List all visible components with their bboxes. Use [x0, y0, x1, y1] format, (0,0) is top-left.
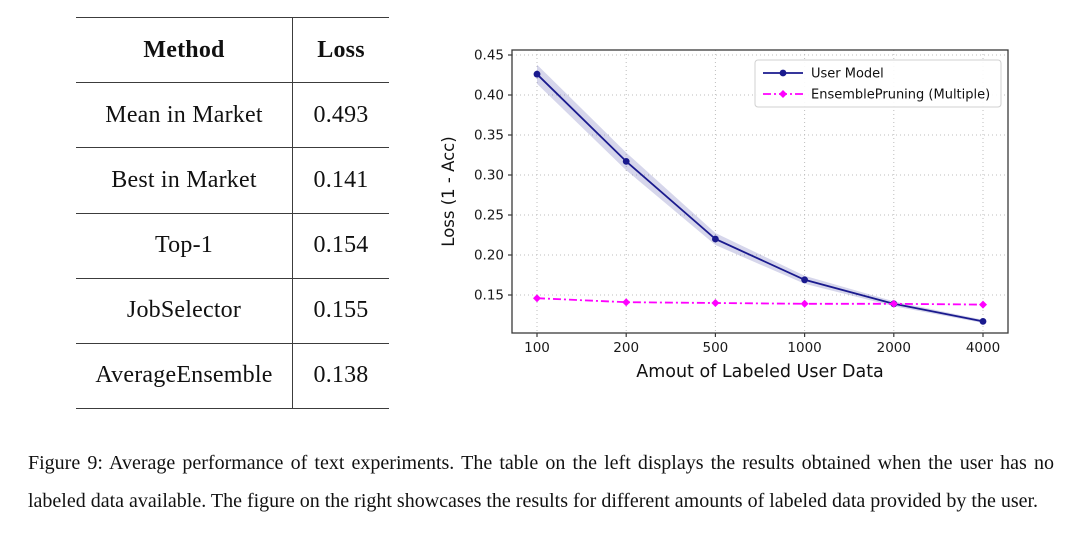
y-tick-label: 0.20 [474, 248, 504, 264]
data-point [801, 276, 808, 284]
y-axis-label: Loss (1 - Acc) [440, 136, 458, 246]
data-point [711, 299, 720, 307]
plot-frame [511, 49, 1009, 334]
series-line-circle [536, 73, 984, 323]
data-point [533, 70, 541, 78]
legend-marker [779, 69, 787, 77]
method-cell: AverageEnsemble [76, 343, 293, 409]
loss-cell: 0.141 [313, 166, 369, 193]
table-row: Top-1 0.154 [76, 213, 389, 279]
legend-label: EnsemblePruning (Multiple) [811, 88, 990, 103]
loss-cell: 0.155 [313, 297, 369, 324]
data-point [712, 235, 719, 243]
table-row: AverageEnsemble 0.138 [76, 343, 389, 409]
results-chart: 100 200 500 1000 2000 4000 0.15 0.20 0.25 0.30 0.3… [439, 48, 1009, 382]
legend-box [754, 59, 1002, 108]
data-point [889, 299, 898, 308]
y-tick-label: 0.40 [474, 88, 504, 104]
results-chart-container: 100 200 500 1000 2000 4000 0.15 0.20 0.25 0.30 0.3… [439, 15, 1080, 395]
table-row: Best in Market 0.141 [76, 148, 389, 214]
method-cell: Best in Market [76, 148, 293, 213]
data-point [622, 298, 631, 307]
loss-cell: 0.138 [313, 362, 369, 389]
method-cell: Mean in Market [76, 83, 293, 148]
table-row: Mean in Market 0.493 [76, 83, 389, 149]
y-tick-label: 0.35 [474, 128, 504, 144]
x-tick-label: 2000 [877, 340, 911, 356]
x-tick-label: 500 [703, 340, 729, 356]
table-header-row: Method Loss [76, 18, 389, 84]
x-tick-label: 4000 [966, 340, 1000, 356]
data-point [800, 299, 809, 308]
legend-marker [779, 90, 787, 98]
column-header-loss: Loss [317, 36, 365, 63]
loss-cell: 0.154 [313, 232, 369, 259]
series-line-diamond [536, 297, 984, 306]
legend-label: User Model [811, 67, 884, 82]
data-point [979, 318, 987, 325]
data-point [979, 300, 987, 309]
y-tick-label: 0.25 [474, 208, 504, 224]
y-tick-label: 0.45 [474, 48, 504, 64]
x-tick-label: 200 [613, 340, 639, 356]
method-cell: Top-1 [76, 213, 293, 278]
y-tick-label: 0.30 [474, 168, 504, 184]
table-row: JobSelector 0.155 [76, 278, 389, 344]
data-point [533, 294, 541, 303]
data-point [622, 158, 630, 165]
y-tick-label: 0.15 [474, 288, 504, 304]
figure-caption: Figure 9: Average performance of text ex… [28, 452, 1054, 512]
x-axis-label: Amout of Labeled User Data [636, 362, 884, 382]
results-table: Method Loss Mean in Market 0.493 Best in… [76, 17, 389, 409]
loss-cell: 0.493 [313, 101, 369, 128]
x-tick-label: 1000 [787, 340, 821, 356]
column-header-method: Method [76, 18, 293, 83]
x-tick-label: 100 [524, 340, 550, 356]
method-cell: JobSelector [76, 278, 293, 343]
